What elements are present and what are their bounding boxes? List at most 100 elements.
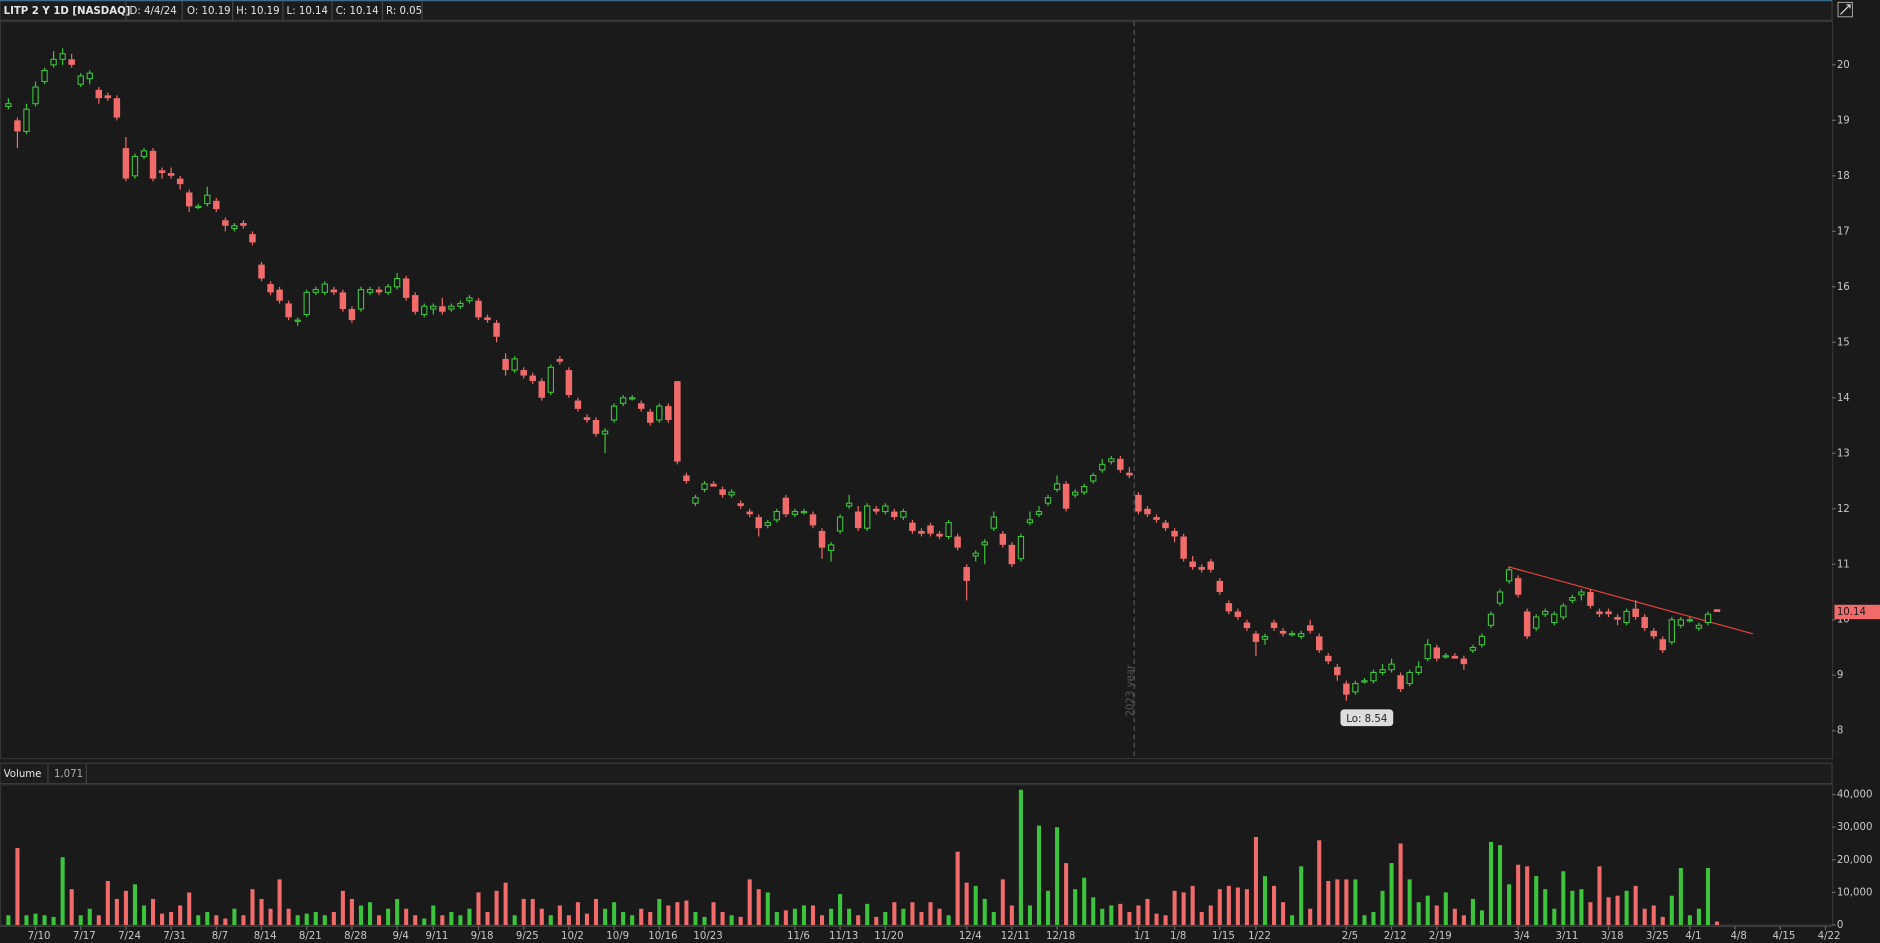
candle-body: [484, 317, 491, 321]
candle-body: [719, 489, 726, 495]
volume-bar: [205, 911, 210, 926]
candle-body: [565, 370, 573, 396]
volume-bar: [286, 908, 291, 926]
candle-body: [818, 530, 826, 548]
volume-bar: [693, 911, 698, 926]
volume-bar: [78, 915, 83, 926]
x-tick-label: 8/21: [299, 931, 322, 942]
candle-body: [1334, 666, 1341, 676]
candle-body: [583, 417, 591, 420]
volume-bar: [1543, 889, 1548, 926]
y-tick-label: 11: [1837, 559, 1850, 570]
candle-body: [1659, 639, 1667, 651]
candle-body: [1135, 494, 1142, 512]
volume-bar: [1470, 898, 1475, 926]
volume-bar: [386, 908, 391, 926]
volume-bar: [1398, 843, 1403, 926]
volume-bar: [1687, 915, 1692, 926]
candle-body: [637, 403, 645, 409]
volume-bar: [6, 915, 11, 926]
candle-body: [1117, 458, 1124, 470]
volume-bar: [1606, 897, 1611, 926]
x-tick-label: 4/8: [1730, 931, 1746, 942]
volume-bar: [603, 908, 608, 926]
y-tick-label: 9: [1837, 670, 1843, 681]
x-tick-label: 7/17: [73, 931, 96, 942]
candle-body: [1451, 655, 1459, 659]
x-tick-label: 1/22: [1248, 931, 1271, 942]
volume-bar: [1443, 892, 1448, 926]
candle-body: [213, 200, 220, 210]
candle-body: [1469, 646, 1477, 651]
volume-bar: [729, 915, 734, 926]
volume-bar: [123, 890, 128, 926]
candle-body: [1641, 616, 1648, 629]
candle-body: [601, 430, 609, 435]
volume-bar: [1190, 885, 1195, 926]
x-tick-label: 3/25: [1646, 931, 1669, 942]
volume-bar: [865, 903, 870, 926]
candle-body: [1252, 633, 1260, 642]
volume-bar: [666, 905, 671, 926]
volume-bar: [250, 889, 255, 926]
volume-bar: [1642, 908, 1647, 926]
volume-bar: [494, 890, 499, 926]
volume-bar: [114, 898, 119, 926]
candle-body: [773, 511, 780, 521]
volume-bar: [1091, 897, 1096, 926]
candle-body: [619, 397, 627, 404]
x-tick-label: 8/14: [254, 931, 277, 942]
candle-body: [547, 366, 554, 393]
volume-value: 1,071: [54, 769, 83, 780]
candle-body: [1605, 611, 1612, 615]
volume-bar: [1705, 867, 1711, 926]
candle-body: [511, 358, 518, 371]
volume-bar: [223, 918, 228, 926]
x-tick-label: 3/18: [1601, 931, 1624, 942]
candle-body: [656, 405, 663, 421]
volume-bar: [1425, 895, 1430, 926]
candle-body: [113, 98, 121, 118]
candle-body: [665, 406, 672, 420]
volume-bar: [358, 905, 364, 926]
candle-body: [131, 155, 139, 177]
volume-bar: [87, 908, 92, 926]
x-tick-label: 10/2: [561, 931, 584, 942]
volume-bar: [449, 911, 454, 926]
x-tick-label: 2/19: [1429, 931, 1452, 942]
volume-bar: [539, 908, 544, 926]
volume-bar: [639, 908, 644, 926]
candle-body: [927, 525, 934, 534]
volume-bar: [150, 898, 156, 926]
candle-body: [1270, 622, 1278, 629]
candle-body: [981, 541, 988, 546]
candle-body: [1044, 497, 1052, 504]
volume-bar: [548, 915, 553, 926]
candle-body: [167, 173, 175, 176]
candle-body: [538, 381, 546, 398]
x-tick-label: 7/10: [28, 931, 51, 942]
candle-body: [258, 264, 265, 279]
volume-bar: [322, 915, 327, 926]
volume-bar: [1507, 884, 1512, 926]
candle-body: [231, 225, 238, 230]
volume-bar: [476, 892, 481, 926]
volume-bar: [1498, 845, 1503, 926]
candle-body: [1062, 483, 1070, 509]
candle-body: [1514, 578, 1522, 595]
y-tick-label: 12: [1837, 504, 1850, 515]
volume-tick-label: 30,000: [1837, 822, 1873, 833]
volume-bar: [910, 902, 915, 926]
candle-body: [86, 72, 93, 80]
candle-body: [728, 491, 735, 496]
candle-body: [158, 170, 166, 174]
volume-bar: [901, 908, 906, 926]
chart-settings-icon[interactable]: [1837, 1, 1853, 18]
volume-bar: [15, 848, 20, 926]
candle-body: [845, 502, 853, 507]
candle-body: [628, 397, 636, 400]
candle-body: [864, 505, 871, 529]
volume-bars: [6, 789, 1720, 926]
